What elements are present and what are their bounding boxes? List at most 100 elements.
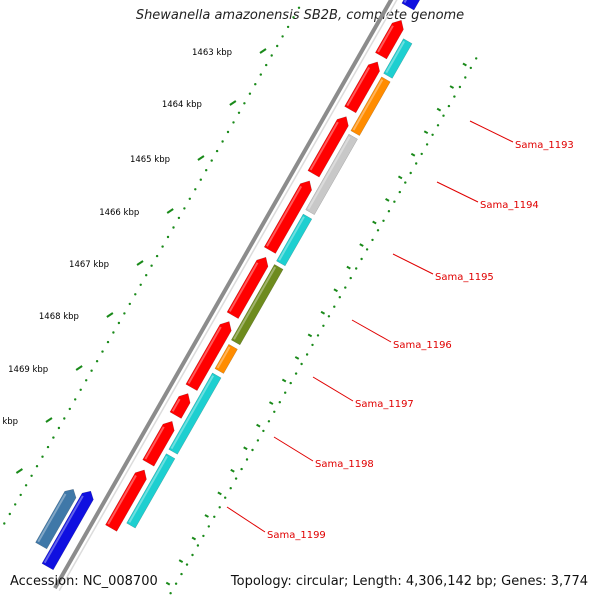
gc-dot — [185, 563, 189, 566]
gc-dot — [371, 238, 374, 242]
gc-dot — [172, 226, 175, 229]
cds-arrow-shine — [309, 121, 339, 171]
gc-dot — [245, 458, 249, 461]
backbone-line — [53, 0, 394, 590]
cyan-arrow-shine — [385, 40, 406, 74]
cds-arrow — [185, 321, 232, 392]
olive-arrow — [230, 264, 284, 346]
gc-dot — [289, 381, 292, 385]
olive-arrow-shine — [233, 266, 277, 340]
gc-dot — [183, 207, 186, 210]
gc-dot — [333, 305, 336, 308]
gc-dot — [199, 178, 202, 181]
gc-dot — [376, 229, 380, 232]
gc-dot — [123, 312, 126, 315]
gc-dot — [267, 420, 271, 423]
gray-arrow-shine — [307, 136, 351, 210]
gc-dot — [409, 171, 412, 175]
gc-dot — [270, 54, 273, 57]
gc-dot — [322, 324, 325, 327]
minor-tick — [217, 491, 222, 496]
cds-arrow-shine — [377, 25, 394, 53]
cds-arrow-shine — [187, 326, 222, 384]
gc-dot — [14, 503, 17, 506]
gc-dot — [464, 76, 467, 79]
gc-dot — [273, 410, 276, 413]
tick-label: 1465 kbp — [130, 155, 170, 165]
gc-dot — [194, 188, 197, 191]
gc-dot — [74, 398, 77, 401]
gc-dot — [202, 534, 205, 538]
gc-dot — [305, 353, 309, 356]
tick-mark — [229, 100, 237, 106]
minor-tick — [410, 152, 416, 157]
cds-arrow — [226, 256, 269, 319]
cds-arrow — [263, 180, 312, 254]
backbone-highlight — [58, 0, 398, 591]
minor-tick — [346, 265, 351, 270]
tick-mark — [136, 260, 144, 266]
cds-arrow — [105, 469, 147, 532]
tick-mark — [197, 155, 205, 161]
gc-dot — [297, 6, 301, 9]
gc-dot — [294, 372, 298, 375]
gc-dot — [207, 525, 210, 528]
gc-dot — [166, 235, 170, 239]
cds-arrow-shine — [228, 262, 259, 312]
cyan-arrow-shine — [128, 455, 168, 523]
minor-tick — [281, 378, 287, 383]
blue-arrow-shine — [43, 495, 84, 564]
gc-dot — [240, 467, 243, 471]
cds-arrow — [142, 420, 175, 467]
gc-dot — [150, 264, 153, 267]
gc-dot — [276, 44, 279, 48]
minor-tick — [320, 310, 326, 315]
steelblue-arrow — [35, 488, 77, 550]
kbp-ticks: 1463 kbp 1464 kbp 1465 kbp 1466 kbp 1467 kbp… — [0, 48, 467, 586]
blue-arrow — [41, 490, 94, 571]
gc-dot — [300, 362, 303, 366]
orange-arrow-shine — [216, 346, 231, 369]
tick-label: 1469 kbp — [8, 365, 48, 375]
minor-tick — [256, 423, 261, 428]
gc-dot — [57, 426, 61, 430]
tick-label: 1464 kbp — [162, 100, 202, 110]
gc-dot — [117, 321, 121, 325]
gc-dot — [404, 181, 407, 184]
gc-dot — [161, 245, 164, 248]
tick-mark — [45, 417, 53, 423]
gc-dot — [265, 63, 268, 67]
gc-dot — [458, 85, 462, 89]
gc-dot — [8, 512, 11, 516]
minor-tick — [436, 107, 442, 112]
orange-arrow — [214, 343, 238, 374]
gc-dot — [177, 216, 181, 220]
gc-dot — [210, 159, 213, 162]
gc-dot — [30, 474, 33, 477]
cds-arrow-shine — [346, 66, 370, 107]
tick-label: 1468 kbp — [39, 312, 79, 322]
gc-dot — [139, 283, 142, 286]
minor-tick — [423, 130, 429, 135]
minor-tick — [178, 559, 184, 563]
gene-label: Sama_1194 — [480, 200, 539, 211]
gene-label: Sama_1199 — [267, 530, 326, 541]
gc-dot — [52, 436, 55, 439]
minor-tick — [230, 468, 235, 473]
gc-dot — [387, 210, 391, 213]
accession-text: Accession: NC_008700 — [10, 574, 158, 589]
minor-tick — [397, 175, 403, 180]
gene-label: Sama_1197 — [355, 399, 414, 410]
gc-dot — [155, 254, 159, 258]
gc-dot — [79, 388, 82, 391]
minor-tick — [449, 85, 455, 89]
gc-dot — [292, 16, 295, 19]
minor-tick — [359, 243, 364, 247]
gc-dot — [101, 350, 104, 353]
leader-line — [226, 506, 266, 533]
gc-dot — [453, 95, 456, 98]
gc-dot — [134, 293, 137, 296]
minor-tick — [294, 356, 300, 360]
tick-mark — [166, 208, 174, 214]
gc-dot — [360, 257, 363, 261]
